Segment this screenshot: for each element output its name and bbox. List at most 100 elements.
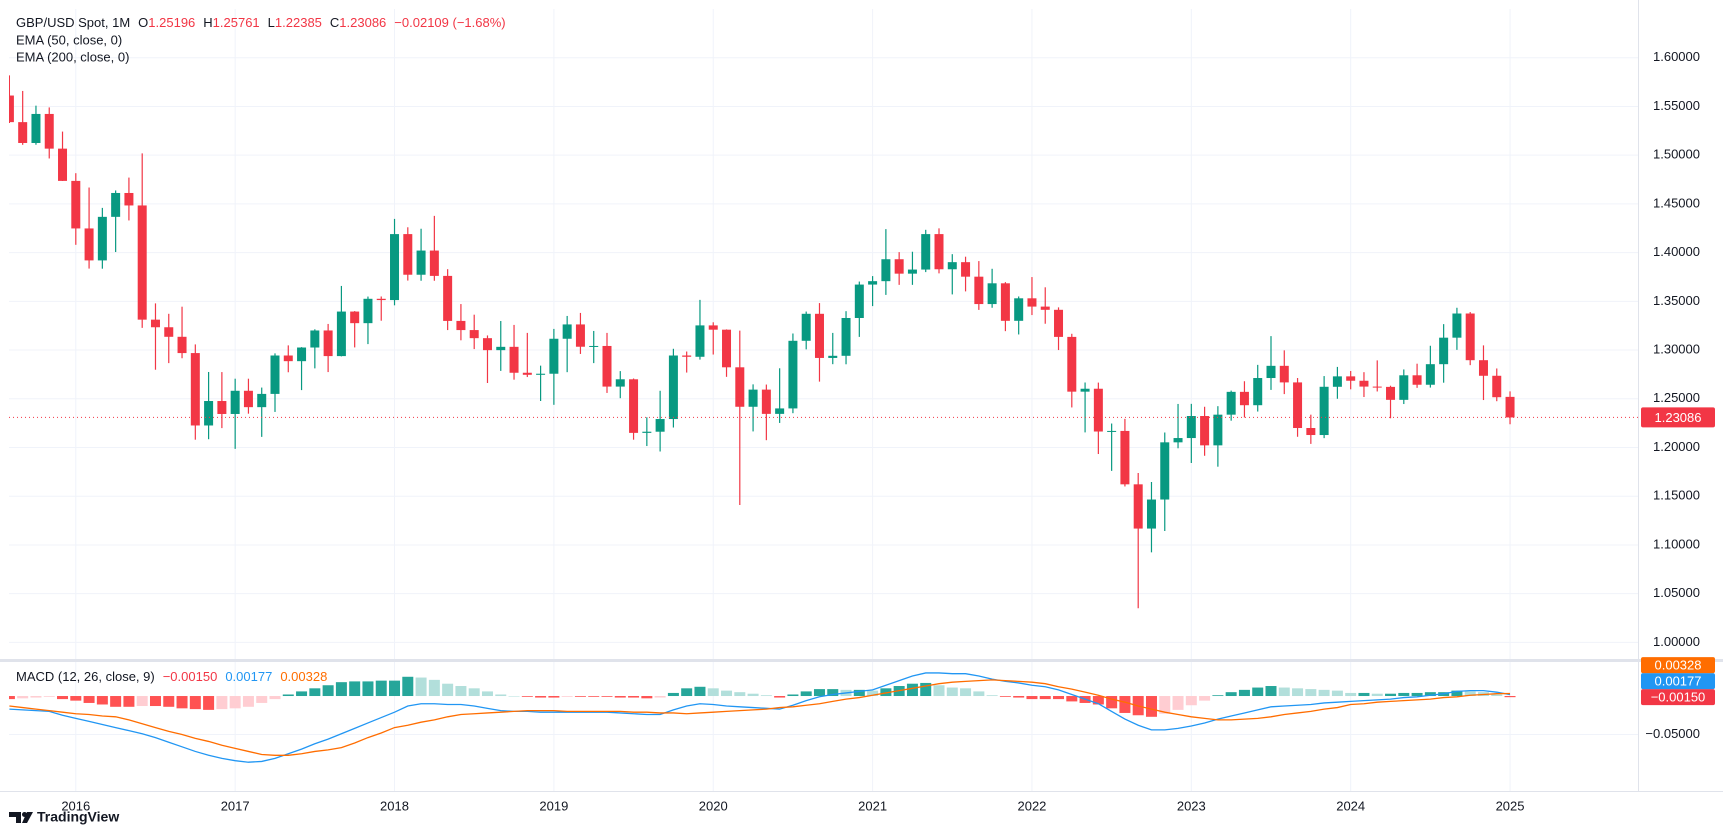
histogram-bar bbox=[229, 696, 241, 709]
x-tick-label: 2024 bbox=[1336, 798, 1365, 813]
candle-body bbox=[788, 340, 798, 409]
candle-body bbox=[1492, 375, 1502, 398]
histogram-bar bbox=[9, 696, 15, 700]
histogram-bar bbox=[920, 682, 932, 697]
value-box-label: 0.00177 bbox=[1655, 674, 1702, 689]
candle-body bbox=[1014, 298, 1024, 321]
candle-body bbox=[748, 389, 758, 407]
candle-body bbox=[907, 269, 917, 274]
y-tick-label: 1.05000 bbox=[1653, 585, 1700, 600]
histogram-bar bbox=[1199, 696, 1211, 701]
candle-body bbox=[1359, 380, 1369, 387]
histogram-bar bbox=[1106, 696, 1118, 709]
histogram-bar bbox=[70, 696, 82, 701]
candle-body bbox=[1213, 414, 1223, 446]
candle-body bbox=[961, 262, 971, 277]
histogram-bar bbox=[149, 696, 161, 707]
histogram-bar bbox=[734, 692, 746, 697]
candle-body bbox=[190, 353, 200, 426]
histogram-bar bbox=[1331, 690, 1343, 697]
histogram-bar bbox=[389, 680, 401, 697]
candle-body bbox=[443, 275, 453, 321]
candle-body bbox=[1080, 388, 1090, 392]
candle-body bbox=[257, 393, 267, 408]
y-tick-label: 1.00000 bbox=[1653, 634, 1700, 649]
x-tick-label: 2023 bbox=[1177, 798, 1206, 813]
candle-body bbox=[987, 283, 997, 305]
ohlc-label: C bbox=[330, 15, 339, 30]
candle-body bbox=[177, 336, 187, 354]
histogram-bar bbox=[800, 691, 812, 697]
histogram-bar bbox=[203, 696, 215, 710]
candle-body bbox=[310, 330, 320, 348]
histogram-bar bbox=[1013, 696, 1025, 698]
histogram-bar bbox=[163, 696, 175, 707]
histogram-bar bbox=[827, 689, 839, 697]
candle-body bbox=[97, 216, 107, 261]
histogram-bar bbox=[176, 696, 188, 709]
histogram-bar bbox=[242, 696, 254, 707]
histogram-bar bbox=[349, 681, 361, 697]
candle-body bbox=[1505, 396, 1515, 418]
symbol-legend: GBP/USD Spot, 1M O1.25196 H1.25761 L1.22385… bbox=[16, 15, 506, 30]
histogram-bar bbox=[813, 689, 825, 697]
histogram-bar bbox=[216, 696, 228, 710]
candle-body bbox=[58, 148, 68, 181]
histogram-bar bbox=[614, 696, 626, 698]
value-box bbox=[1641, 673, 1715, 690]
candle-body bbox=[1478, 360, 1488, 376]
candle-body bbox=[323, 330, 333, 357]
candle-body bbox=[522, 372, 532, 375]
x-tick-label: 2017 bbox=[221, 798, 250, 813]
candle-body bbox=[1107, 430, 1117, 432]
histogram-bar bbox=[787, 694, 799, 697]
candle-body bbox=[1239, 391, 1249, 406]
candle-body bbox=[761, 389, 771, 414]
candle-body bbox=[921, 234, 931, 270]
indicator-legend: EMA (50, close, 0) bbox=[16, 32, 122, 47]
candle-body bbox=[1027, 298, 1037, 307]
candle-body bbox=[1346, 376, 1356, 381]
histogram-bar bbox=[57, 696, 69, 700]
histogram-bar bbox=[1451, 690, 1463, 697]
histogram-bar bbox=[707, 688, 719, 697]
histogram-bar bbox=[335, 682, 347, 697]
ohlc-label: L bbox=[268, 15, 275, 30]
candle-body bbox=[549, 338, 559, 374]
candle-body bbox=[429, 250, 439, 276]
histogram-bar bbox=[933, 685, 945, 697]
candle-body bbox=[230, 390, 240, 414]
candle-body bbox=[722, 329, 732, 368]
candle-body bbox=[18, 122, 28, 143]
histogram-bar bbox=[867, 690, 879, 697]
histogram-bar bbox=[1504, 696, 1516, 698]
histogram-bar bbox=[123, 696, 135, 707]
histogram-bar bbox=[721, 690, 733, 697]
histogram-bar bbox=[654, 696, 666, 698]
histogram-bar bbox=[43, 696, 55, 697]
x-tick-label: 2019 bbox=[539, 798, 568, 813]
macd-value: 0.00328 bbox=[280, 669, 327, 684]
candle-body bbox=[602, 345, 612, 387]
histogram-bar bbox=[561, 696, 573, 697]
candle-body bbox=[881, 259, 891, 282]
indicator-legend: EMA (200, close, 0) bbox=[16, 49, 129, 64]
candle-body bbox=[536, 373, 546, 375]
macd-title: MACD (12, 26, close, 9) bbox=[16, 669, 155, 684]
candle-body bbox=[1372, 386, 1382, 388]
candle-body bbox=[390, 234, 400, 301]
x-tick-label: 2022 bbox=[1017, 798, 1046, 813]
histogram-bar bbox=[282, 694, 294, 697]
candle-body bbox=[934, 234, 944, 270]
macd-value: −0.00150 bbox=[163, 669, 218, 684]
histogram-bar bbox=[986, 695, 998, 697]
histogram-bar bbox=[641, 696, 653, 699]
histogram-bar bbox=[481, 691, 493, 697]
candle-body bbox=[1266, 365, 1276, 379]
candle-body bbox=[469, 330, 479, 339]
candle-body bbox=[1452, 313, 1462, 338]
ohlc-value: 1.22385 bbox=[275, 15, 322, 30]
histogram-bar bbox=[1345, 692, 1357, 697]
candle-body bbox=[150, 319, 160, 328]
histogram-bar bbox=[946, 687, 958, 697]
